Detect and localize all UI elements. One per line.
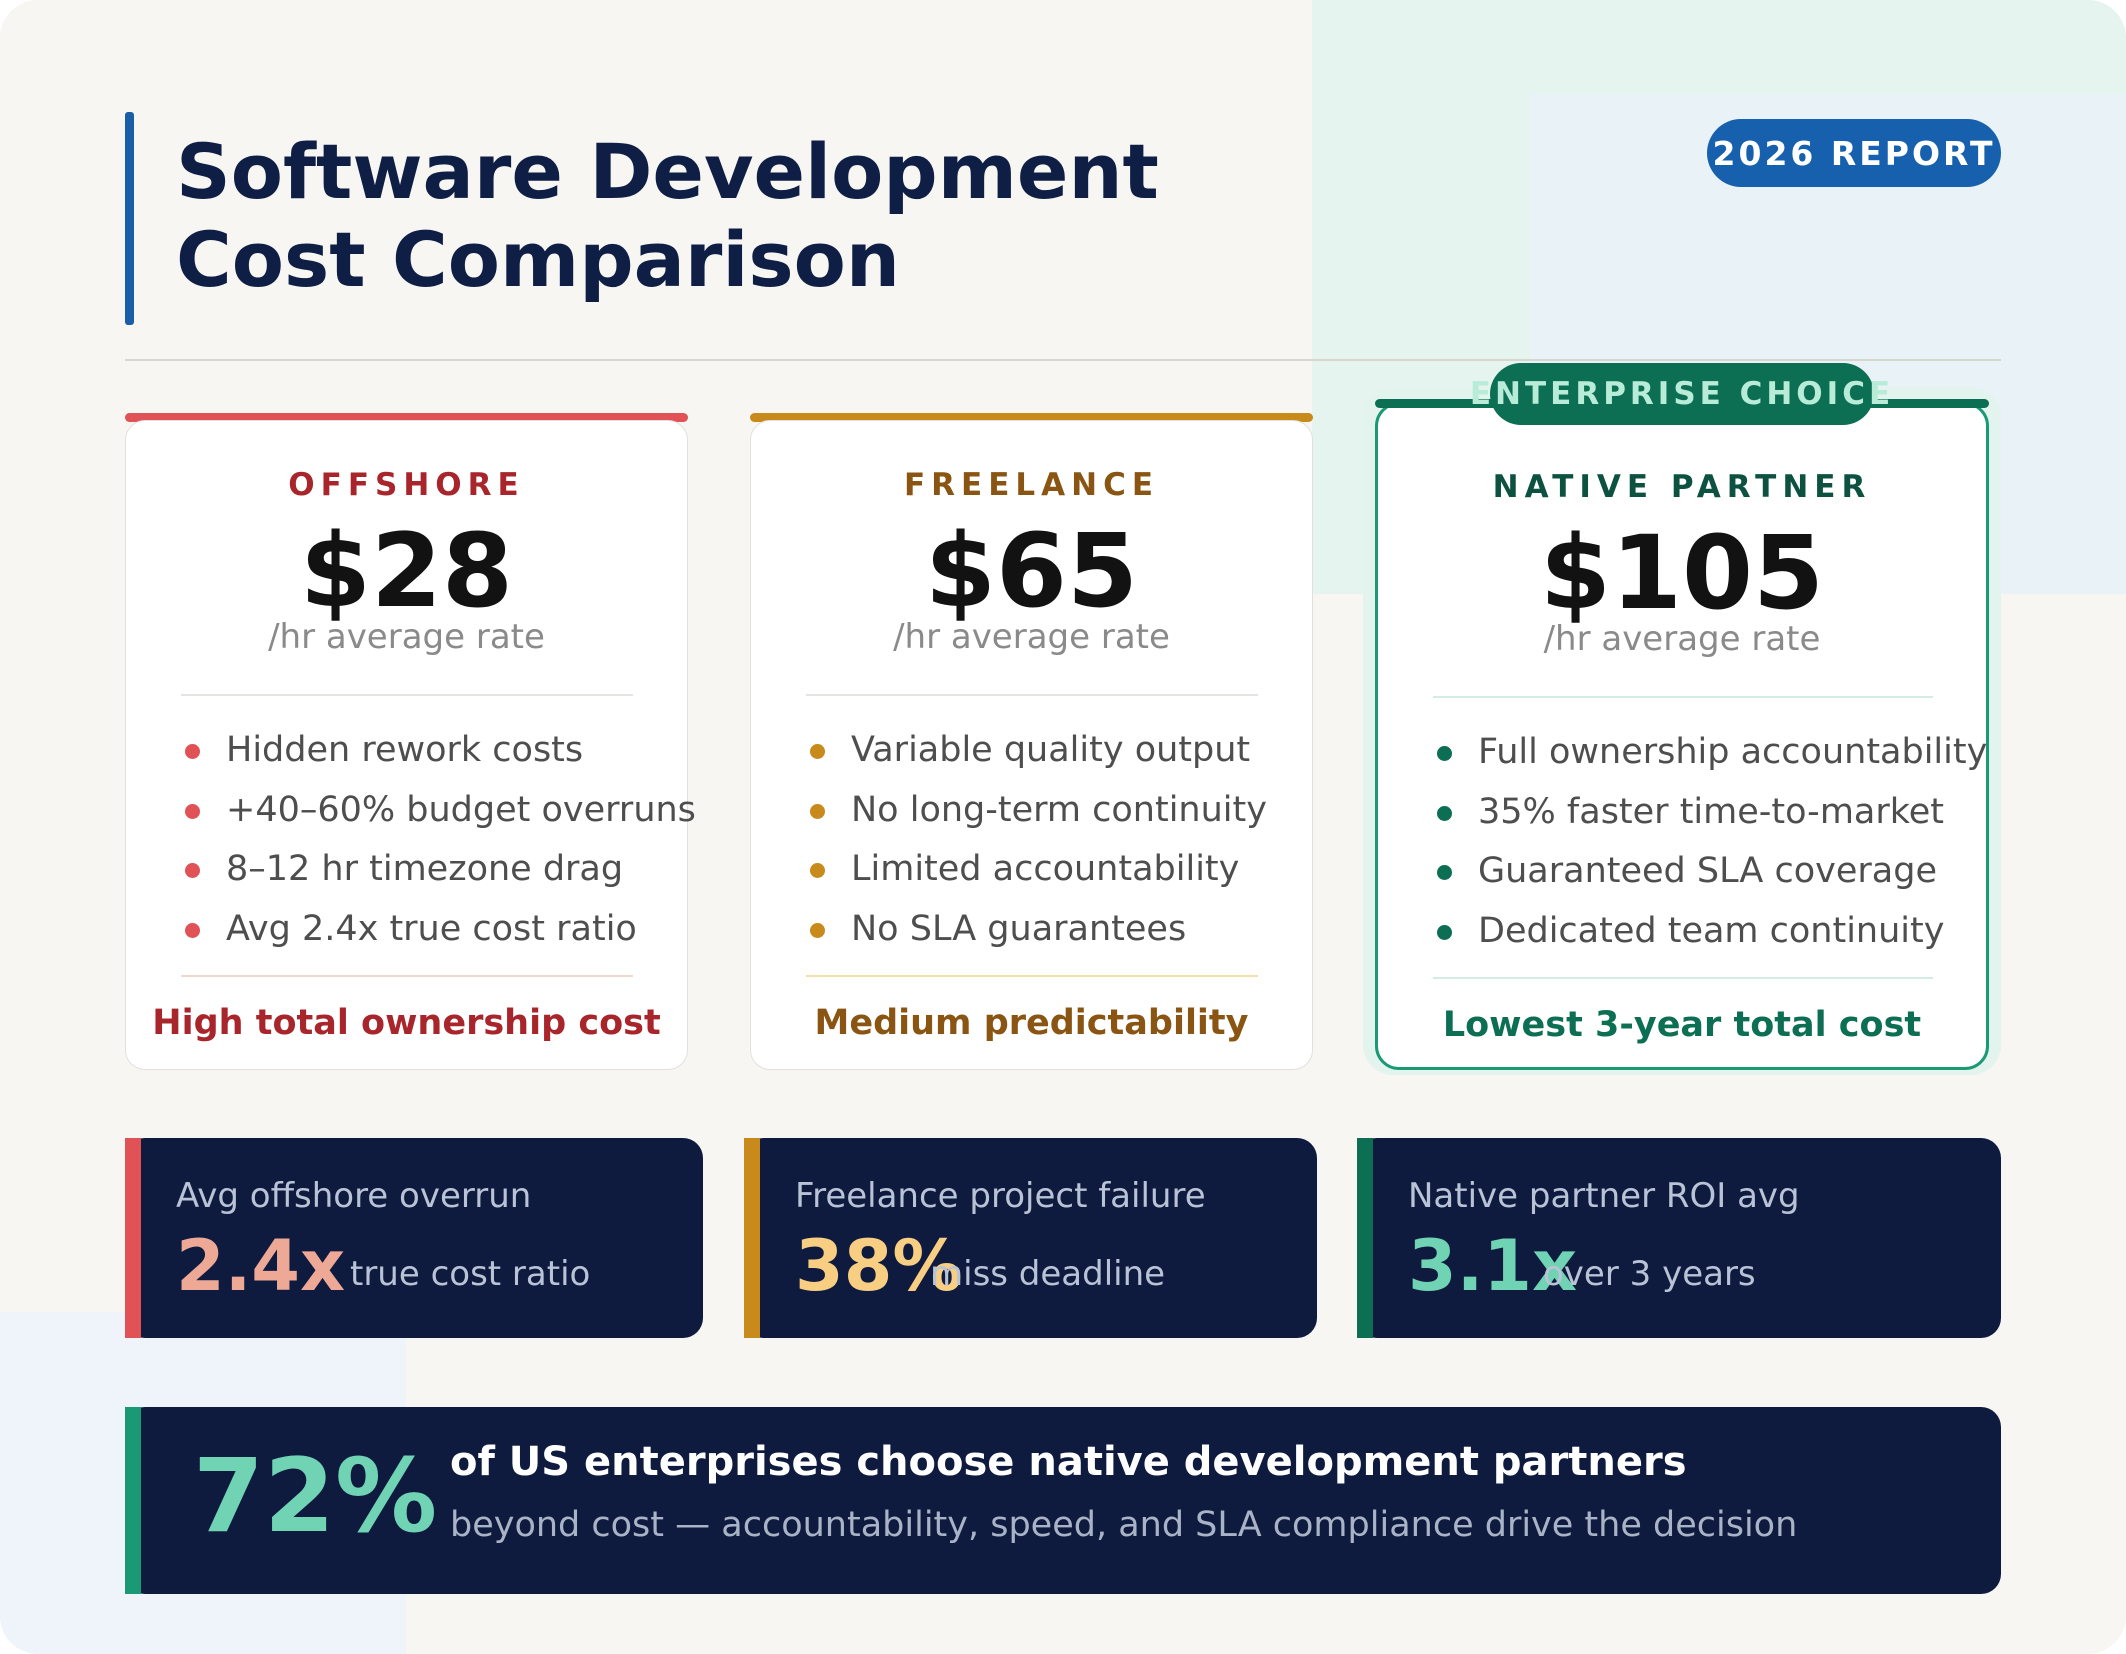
bullet-text: No long-term continuity: [851, 789, 1267, 830]
banner-subline: beyond cost — accountability, speed, and…: [450, 1505, 1798, 1545]
bullet-text: Limited accountability: [851, 849, 1240, 889]
list-item: No SLA guarantees: [806, 900, 1267, 960]
list-item: Guaranteed SLA coverage: [1433, 842, 1987, 902]
card-divider: [806, 694, 1258, 696]
list-item: No long-term continuity: [806, 781, 1267, 841]
list-item: Dedicated team continuity: [1433, 902, 1987, 962]
card-price: $65: [925, 512, 1138, 631]
card-rate-label: /hr average rate: [1543, 619, 1821, 659]
card-tier-label: OFFSHORE: [288, 467, 525, 503]
banner-percentage: 72%: [193, 1437, 438, 1556]
banner-headline: of US enterprises choose native developm…: [450, 1439, 1687, 1485]
stat-value: 3.1x: [1408, 1225, 1578, 1307]
title-line-1: Software Development: [176, 127, 1159, 216]
list-item: Limited accountability: [806, 840, 1267, 900]
list-item: Variable quality output: [806, 721, 1267, 781]
header-divider: [125, 359, 2001, 361]
bullet-dot-icon: [810, 863, 825, 878]
card-tier-label: NATIVE PARTNER: [1492, 469, 1872, 505]
freelance-card-accent: [750, 413, 1313, 422]
card-verdict: Lowest 3-year total cost: [1442, 1005, 1922, 1045]
bullet-text: 35% faster time-to-market: [1478, 791, 1945, 832]
bullet-text: Dedicated team continuity: [1478, 910, 1945, 951]
card-divider: [806, 975, 1258, 977]
card-bullet-list: Hidden rework costs +40–60% budget overr…: [181, 721, 696, 959]
stat-accent-bar: [125, 1138, 141, 1338]
stat-accent-bar: [744, 1138, 760, 1338]
stat-label: Avg offshore overrun: [176, 1176, 532, 1216]
stat-label: Native partner ROI avg: [1408, 1176, 1800, 1216]
stat-sub-label: true cost ratio: [350, 1254, 591, 1294]
card-verdict: Medium predictability: [814, 1003, 1249, 1043]
bullet-text: Guaranteed SLA coverage: [1478, 851, 1937, 891]
card-verdict: High total ownership cost: [152, 1003, 661, 1043]
list-item: +40–60% budget overruns: [181, 781, 696, 841]
bullet-dot-icon: [810, 922, 825, 938]
card-rate-label: /hr average rate: [268, 617, 545, 657]
freelance-card: FREELANCE $65 /hr average rate Variable …: [750, 420, 1313, 1070]
native-partner-card: NATIVE PARTNER $105 /hr average rate Ful…: [1375, 402, 1989, 1070]
bullet-text: Hidden rework costs: [226, 730, 584, 770]
enterprise-choice-badge: ENTERPRISE CHOICE: [1470, 363, 1890, 425]
bullet-text: Full ownership accountability: [1478, 732, 1988, 772]
card-divider: [181, 975, 633, 977]
title-line-2: Cost Comparison: [176, 215, 900, 304]
card-bullet-list: Full ownership accountability 35% faster…: [1433, 723, 1987, 961]
card-divider: [1433, 696, 1933, 698]
bullet-dot-icon: [185, 744, 200, 759]
list-item: 8–12 hr timezone drag: [181, 840, 696, 900]
bullet-dot-icon: [185, 863, 200, 878]
bullet-dot-icon: [185, 922, 200, 938]
report-badge: 2026 REPORT: [1707, 119, 2001, 187]
bullet-dot-icon: [1437, 805, 1452, 821]
card-divider: [1433, 977, 1933, 979]
offshore-stat-panel: Avg offshore overrun 2.4x true cost rati…: [125, 1138, 703, 1338]
offshore-card: OFFSHORE $28 /hr average rate Hidden rew…: [125, 420, 696, 1070]
list-item: 35% faster time-to-market: [1433, 783, 1987, 843]
bullet-dot-icon: [1437, 865, 1452, 880]
stat-value: 2.4x: [176, 1225, 346, 1307]
bullet-text: Avg 2.4x true cost ratio: [226, 908, 637, 949]
bullet-dot-icon: [810, 803, 825, 819]
card-tier-label: FREELANCE: [903, 467, 1159, 503]
bullet-text: No SLA guarantees: [851, 908, 1187, 949]
stat-sub-label: miss deadline: [930, 1254, 1166, 1294]
card-price: $28: [300, 512, 513, 631]
card-divider: [181, 694, 633, 696]
card-bullet-list: Variable quality output No long-term con…: [806, 721, 1267, 959]
native-stat-panel: Native partner ROI avg 3.1x over 3 years: [1357, 1138, 2001, 1338]
card-rate-label: /hr average rate: [893, 617, 1170, 657]
list-item: Full ownership accountability: [1433, 723, 1987, 783]
list-item: Hidden rework costs: [181, 721, 696, 781]
stat-accent-bar: [1357, 1138, 1373, 1338]
card-price: $105: [1540, 514, 1824, 633]
page-title: Software Development Cost Comparison: [176, 128, 1276, 304]
bullet-dot-icon: [810, 744, 825, 759]
stat-sub-label: over 3 years: [1543, 1254, 1756, 1294]
bullet-text: 8–12 hr timezone drag: [226, 849, 624, 889]
stat-value: 38%: [795, 1225, 963, 1307]
offshore-card-accent: [125, 413, 688, 422]
bullet-dot-icon: [1437, 746, 1452, 761]
title-accent-bar: [125, 112, 134, 325]
bullet-dot-icon: [1437, 924, 1452, 940]
list-item: Avg 2.4x true cost ratio: [181, 900, 696, 960]
summary-banner: 72% of US enterprises choose native deve…: [125, 1407, 2001, 1594]
bullet-text: Variable quality output: [851, 730, 1251, 770]
bullet-dot-icon: [185, 803, 200, 819]
banner-accent-bar: [125, 1407, 141, 1594]
bullet-text: +40–60% budget overruns: [226, 789, 696, 830]
stat-label: Freelance project failure: [795, 1176, 1206, 1216]
freelance-stat-panel: Freelance project failure 38% miss deadl…: [744, 1138, 1317, 1338]
